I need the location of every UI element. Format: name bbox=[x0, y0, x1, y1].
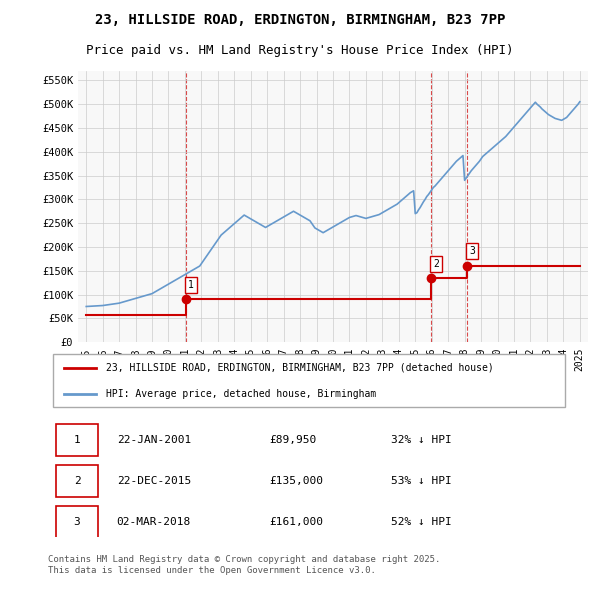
Text: 23, HILLSIDE ROAD, ERDINGTON, BIRMINGHAM, B23 7PP: 23, HILLSIDE ROAD, ERDINGTON, BIRMINGHAM… bbox=[95, 13, 505, 27]
Text: Price paid vs. HM Land Registry's House Price Index (HPI): Price paid vs. HM Land Registry's House … bbox=[86, 44, 514, 57]
FancyBboxPatch shape bbox=[53, 354, 565, 407]
Text: Contains HM Land Registry data © Crown copyright and database right 2025.
This d: Contains HM Land Registry data © Crown c… bbox=[48, 555, 440, 575]
Text: 3: 3 bbox=[74, 517, 80, 527]
FancyBboxPatch shape bbox=[56, 465, 98, 497]
Text: 23, HILLSIDE ROAD, ERDINGTON, BIRMINGHAM, B23 7PP (detached house): 23, HILLSIDE ROAD, ERDINGTON, BIRMINGHAM… bbox=[106, 363, 494, 372]
Text: 32% ↓ HPI: 32% ↓ HPI bbox=[391, 435, 452, 445]
Text: HPI: Average price, detached house, Birmingham: HPI: Average price, detached house, Birm… bbox=[106, 389, 376, 398]
FancyBboxPatch shape bbox=[56, 424, 98, 457]
Text: 22-DEC-2015: 22-DEC-2015 bbox=[116, 476, 191, 486]
Text: £135,000: £135,000 bbox=[270, 476, 324, 486]
Text: 1: 1 bbox=[74, 435, 80, 445]
Text: £89,950: £89,950 bbox=[270, 435, 317, 445]
Text: 1: 1 bbox=[188, 280, 194, 290]
Text: £161,000: £161,000 bbox=[270, 517, 324, 527]
Text: 53% ↓ HPI: 53% ↓ HPI bbox=[391, 476, 452, 486]
Text: 2: 2 bbox=[433, 258, 439, 268]
Text: 3: 3 bbox=[469, 246, 475, 256]
Text: 2: 2 bbox=[74, 476, 80, 486]
Text: 22-JAN-2001: 22-JAN-2001 bbox=[116, 435, 191, 445]
Text: 02-MAR-2018: 02-MAR-2018 bbox=[116, 517, 191, 527]
FancyBboxPatch shape bbox=[56, 506, 98, 538]
Text: 52% ↓ HPI: 52% ↓ HPI bbox=[391, 517, 452, 527]
